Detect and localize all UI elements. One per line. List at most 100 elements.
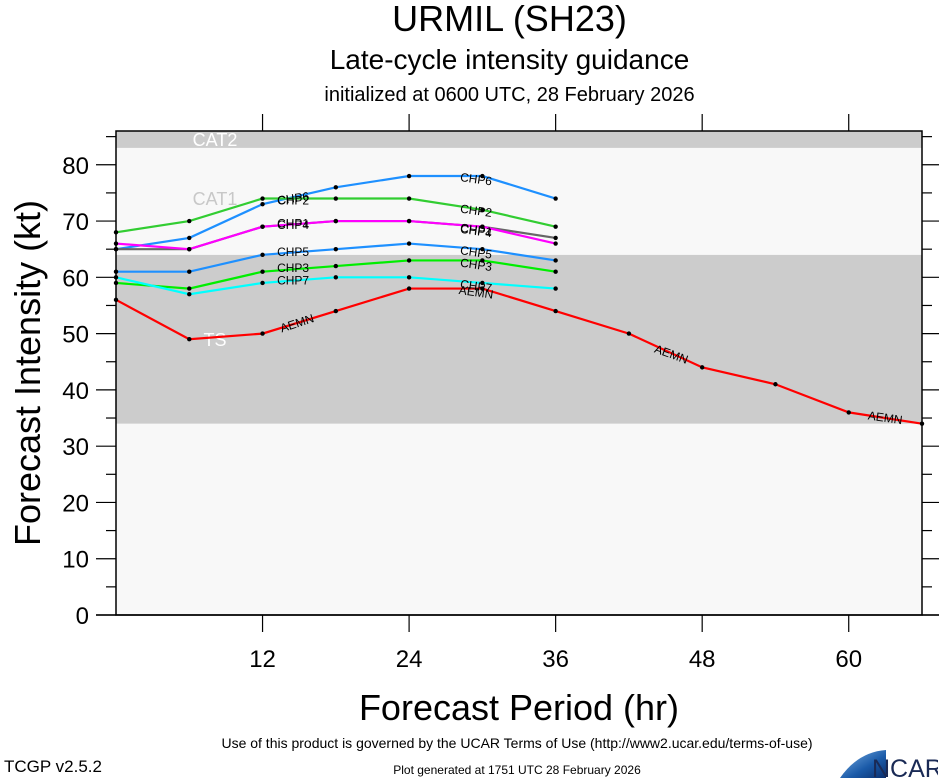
data-point-chp7 — [333, 275, 339, 280]
data-point-chp2 — [187, 218, 192, 224]
ncar-logo: NCAR — [840, 750, 938, 780]
data-point-chp3 — [260, 269, 265, 274]
series-label-aemn: AEMN — [867, 409, 903, 428]
data-point-chp4 — [406, 218, 412, 224]
y-axis-title: Forecast Intensity (kt) — [7, 200, 48, 546]
data-point-chp3 — [480, 258, 485, 263]
series-label-text: CHP3 — [277, 261, 309, 275]
y-tick-label: 0 — [76, 603, 89, 630]
data-point-chp5 — [406, 241, 412, 246]
series-label-chp1: CHP1 — [277, 217, 309, 231]
data-point-chp1 — [553, 235, 558, 241]
series-label-text: CHP5 — [459, 243, 493, 261]
band-cat2 — [116, 131, 922, 148]
data-point-chp4 — [480, 224, 485, 229]
x-axis-title: Forecast Period (hr) — [359, 687, 679, 728]
band-label-cat1: CAT1 — [193, 189, 238, 209]
data-point-aemn — [260, 331, 265, 336]
series-label-chp5: CHP5 — [277, 245, 309, 259]
data-point-chp7 — [187, 292, 192, 297]
data-point-chp6 — [333, 185, 339, 190]
band-label-cat2: CAT2 — [193, 130, 238, 150]
x-tick-label: 12 — [249, 646, 276, 673]
data-point-chp3 — [553, 269, 558, 274]
series-label-text: CHP5 — [277, 245, 309, 259]
series-label-text: CHP6 — [276, 189, 310, 207]
y-tick-label: 40 — [62, 378, 89, 405]
series-label-text: CHP2 — [277, 194, 309, 208]
y-tick-label: 30 — [62, 434, 89, 461]
data-point-aemn — [480, 286, 485, 291]
data-point-aemn — [406, 286, 412, 291]
data-point-chp3 — [406, 258, 412, 263]
series-label-chp4: CHP4 — [277, 218, 309, 232]
data-point-chp5 — [187, 269, 192, 274]
data-point-chp6 — [260, 201, 265, 207]
series-label-text: CHP6 — [459, 170, 493, 188]
data-point-chp6 — [553, 196, 558, 201]
data-point-chp5 — [480, 246, 485, 252]
series-label-text: CHP3 — [459, 256, 493, 274]
data-point-chp5 — [553, 258, 558, 263]
data-point-aemn — [846, 410, 851, 415]
data-point-chp3 — [187, 286, 192, 291]
data-point-chp7 — [553, 286, 558, 291]
ncar-logo-text: NCAR — [872, 755, 938, 780]
series-label-chp3: CHP3 — [277, 261, 309, 275]
series-label-chp3: CHP3 — [459, 256, 493, 274]
data-point-chp6 — [406, 173, 412, 179]
data-point-chp2 — [333, 196, 339, 201]
series-label-text: CHP1 — [459, 221, 493, 239]
x-tick-label: 48 — [689, 646, 716, 673]
series-label-chp2: CHP2 — [277, 194, 309, 208]
series-line-aemn — [115, 287, 923, 425]
data-point-chp5 — [333, 246, 339, 252]
y-axis: 0 10 20 30 40 50 60 70 80 — [62, 136, 939, 630]
data-point-aemn — [773, 382, 778, 387]
ncar-swoosh-icon — [840, 750, 886, 778]
data-point-chp7 — [406, 275, 412, 280]
data-point-aemn — [333, 308, 339, 314]
x-tick-label: 36 — [542, 646, 569, 673]
data-point-chp6 — [187, 235, 192, 241]
series-label-chp7: CHP7 — [459, 277, 493, 295]
data-point-chp4 — [553, 241, 558, 246]
y-tick-label: 20 — [62, 490, 89, 517]
chart-subtitle: Late-cycle intensity guidance — [329, 44, 690, 75]
x-tick-label: 24 — [396, 646, 423, 673]
y-tick-label: 60 — [62, 265, 89, 292]
band-ts — [116, 254, 922, 424]
series-label-text: AEMN — [867, 409, 903, 428]
init-time: initialized at 0600 UTC, 28 February 202… — [324, 84, 695, 106]
x-axis: 12 24 36 48 60 — [96, 114, 939, 673]
generated-time: Plot generated at 1751 UTC 28 February 2… — [393, 763, 641, 777]
data-point-chp2 — [260, 196, 265, 201]
data-point-chp2 — [553, 224, 558, 229]
series-label-text: CHP4 — [459, 222, 493, 240]
y-tick-label: 50 — [62, 322, 89, 349]
series-label-chp6: CHP6 — [276, 189, 310, 207]
data-point-chp2 — [406, 196, 412, 201]
y-tick-label: 70 — [62, 209, 89, 236]
data-point-chp2 — [480, 207, 485, 212]
series-label-chp7: CHP7 — [277, 274, 309, 288]
version-label: TCGP v2.5.2 — [4, 757, 102, 776]
chart-title: URMIL (SH23) — [392, 0, 627, 39]
series-label-text: CHP1 — [277, 217, 309, 231]
series-label-chp2: CHP2 — [459, 202, 493, 220]
series-label-text: CHP2 — [459, 202, 493, 220]
data-point-aemn — [626, 331, 632, 336]
data-point-chp4 — [333, 218, 339, 224]
data-point-aemn — [553, 308, 558, 314]
series-label-chp6: CHP6 — [459, 170, 493, 188]
series-label-chp1: CHP1 — [459, 221, 493, 239]
data-point-chp4 — [260, 224, 265, 229]
y-tick-label: 10 — [62, 547, 89, 574]
series-label-text: CHP4 — [277, 218, 309, 232]
data-point-chp6 — [480, 173, 485, 179]
data-point-chp3 — [333, 263, 339, 269]
x-tick-label: 60 — [835, 646, 862, 673]
data-point-chp5 — [260, 252, 265, 258]
series-label-text: CHP7 — [459, 277, 493, 295]
